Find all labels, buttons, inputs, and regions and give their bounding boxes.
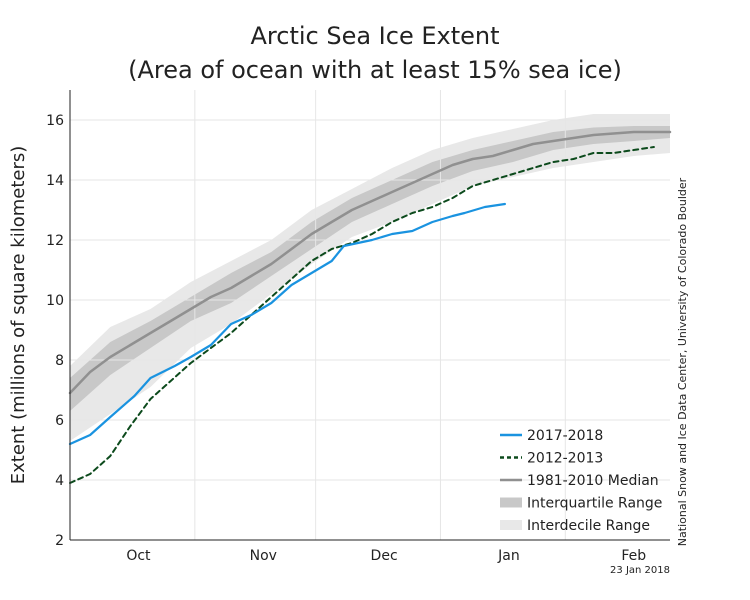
legend-item: 2012-2013 — [500, 451, 603, 467]
axes-layer: 2 4 6 8 10 12 14 16 Oct Nov Dec Jan Feb — [46, 90, 670, 564]
x-tick-label: Feb — [621, 548, 646, 564]
grid-layer — [69, 90, 670, 541]
date-stamp: 23 Jan 2018 — [610, 565, 670, 576]
interdecile-range-band — [70, 114, 670, 441]
legend-label: 2017-2018 — [527, 428, 603, 444]
y-tick-label: 10 — [46, 293, 64, 309]
y-tick-label: 14 — [46, 173, 64, 189]
legend-swatch — [500, 520, 522, 530]
legend-label: Interdecile Range — [527, 518, 650, 534]
y-tick-label: 6 — [55, 413, 64, 429]
legend: 2017-2018 2012-2013 1981-2010 Median Interq… — [500, 428, 662, 534]
y-axis-label: Extent (millions of square kilometers) — [8, 146, 29, 485]
legend-item: 2017-2018 — [500, 428, 603, 444]
y-tick-label: 12 — [46, 233, 64, 249]
legend-label: 2012-2013 — [527, 451, 603, 467]
legend-swatch — [500, 497, 522, 508]
legend-item: Interquartile Range — [500, 496, 662, 512]
legend-item: Interdecile Range — [500, 518, 650, 534]
series-line-2012-2013 — [69, 146, 655, 484]
legend-label: 1981-2010 Median — [527, 473, 659, 489]
y-tick-label: 8 — [55, 353, 64, 369]
x-tick-label: Oct — [126, 548, 151, 564]
x-tick-label: Jan — [497, 548, 520, 564]
x-tick-label: Dec — [371, 548, 398, 564]
chart-title: Arctic Sea Ice Extent — [250, 22, 500, 50]
y-tick-label: 4 — [55, 473, 64, 489]
y-tick-label: 16 — [46, 113, 64, 129]
series-line-2017-2018 — [68, 202, 506, 446]
bands-layer — [70, 114, 670, 441]
series-layer — [68, 130, 672, 484]
credit-text: National Snow and Ice Data Center, Unive… — [676, 177, 689, 546]
y-tick-label: 2 — [55, 533, 64, 549]
chart-subtitle: (Area of ocean with at least 15% sea ice… — [128, 56, 622, 84]
legend-item: 1981-2010 Median — [500, 473, 659, 489]
legend-label: Interquartile Range — [527, 496, 662, 512]
series-line-1981-2010-median — [68, 130, 672, 395]
x-tick-label: Nov — [250, 548, 277, 564]
